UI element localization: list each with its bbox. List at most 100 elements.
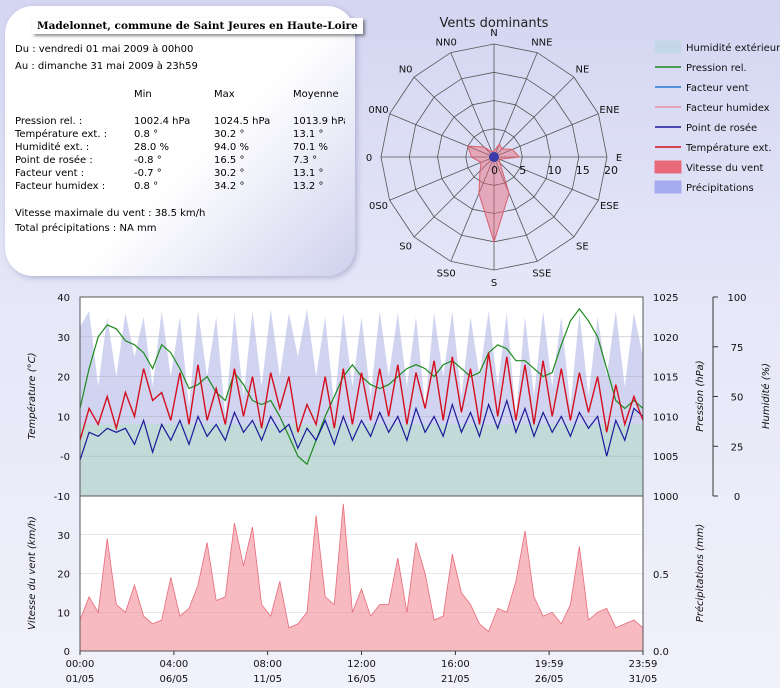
temp-tick-label: -10 [54,492,70,503]
radar-direction-label: E [616,153,622,164]
radar-spoke [450,52,495,158]
row-avg: 13.1 ° [293,168,324,179]
radar-direction-label: SE [576,241,589,252]
row-max: 16.5 ° [214,155,245,166]
radar-title: Vents dominants [440,16,549,31]
row-min: 28.0 % [134,142,169,153]
pressure-tick-label: 1015 [653,373,678,384]
radar-spoke [493,76,575,158]
row-min: -0.8 ° [134,155,162,166]
row-max: 1024.5 hPa [214,116,271,127]
radar-direction-label: NN0 [436,38,457,49]
row-max: 30.2 ° [214,168,245,179]
radar-direction-label: 0S0 [369,201,388,212]
radar-direction-label: 0N0 [368,105,388,116]
dewpoint-line [79,398,644,461]
x-tick-date: 01/05 [66,674,95,685]
x-tick-date: 11/05 [253,674,282,685]
radar-spoke [493,156,599,201]
row-avg: 13.2 ° [293,181,324,192]
row-label: Facteur humidex : [15,181,106,192]
pressure-axis-label: Pression (hPa) [695,360,706,431]
max-wind-text: Vitesse maximale du vent : 38.5 km/h [15,208,206,219]
row-avg: 1013.9 hPa [293,116,345,127]
row-label: Humidité ext. : [15,142,90,153]
radar-direction-label: NE [575,65,589,76]
humidity-tick-label: 0 [734,492,740,503]
wind-tick-label: 30 [57,531,70,542]
radar-direction-label: S0 [399,241,412,252]
radar-spoke [389,113,495,158]
x-tick-date: 26/05 [535,674,564,685]
legend-swatch [654,40,682,54]
pressure-tick-label: 1025 [653,293,678,304]
legend-swatch [654,180,682,194]
radar-tick-label: 5 [519,164,526,177]
summary-panel: Madelonnet, commune de Saint Jeures en H… [5,6,363,276]
pressure-tick-label: 1000 [653,492,678,503]
header-min: Min [134,89,152,100]
x-tick-time: 00:00 [66,659,95,670]
temp-tick-label: 30 [57,333,70,344]
row-min: 0.8 ° [134,181,159,192]
radar-direction-label: ESE [600,201,619,212]
wind-tick-label: 10 [57,608,70,619]
precip-axis-label: Précipitations (mm) [694,524,706,623]
legend-label: Humidité extérieure [686,42,780,54]
radar-tick-label: 15 [576,164,590,177]
x-tick-time: 08:00 [253,659,282,670]
humidity-axis-label: Humidité (%) [760,363,772,429]
x-tick-date: 31/05 [629,674,658,685]
row-avg: 7.3 ° [293,155,318,166]
row-avg: 13.1 ° [293,129,324,140]
row-label: Facteur vent : [15,168,85,179]
x-tick-date: 21/05 [441,674,470,685]
legend-swatch [654,160,682,174]
row-min: 0.8 ° [134,129,159,140]
humidity-tick-label: 100 [727,293,746,304]
humidity-tick-label: 50 [731,393,744,404]
humidity-tick-label: 25 [731,442,744,453]
x-tick-time: 19:59 [535,659,564,670]
radar-direction-label: SS0 [437,268,456,279]
radar-direction-label: S [491,278,497,289]
radar-direction-label: 0 [366,153,372,164]
period-to: Au : dimanche 31 mai 2009 à 23h59 [15,61,198,72]
temp-tick-label: -0 [60,452,70,463]
row-min: 1002.4 hPa [134,116,191,127]
legend-label: Facteur humidex [686,103,770,114]
x-tick-time: 12:00 [347,659,376,670]
radar-direction-label: NNE [531,38,552,49]
x-tick-date: 06/05 [159,674,188,685]
radar-spoke [413,156,495,238]
legend-label: Vitesse du vent [686,163,763,174]
pressure-tick-label: 1010 [653,412,678,423]
dewpoint-band [80,424,643,496]
x-tick-time: 04:00 [159,659,188,670]
legend-label: Point de rosée [686,122,757,134]
pressure-tick-label: 1020 [653,333,678,344]
temp-tick-label: 20 [57,373,70,384]
legend-label: Facteur vent [686,83,749,94]
row-max: 34.2 ° [214,181,245,192]
humidity-area [80,308,643,496]
legend-label: Précipitations [686,182,754,194]
header-avg: Moyenne [293,89,339,100]
wind-speed-area [79,503,644,652]
temp-tick-label: 40 [57,293,70,304]
temp-axis-label: Température (°C) [26,353,38,440]
x-tick-time: 16:00 [441,659,470,670]
wind-tick-label: 20 [57,570,70,581]
radar-center-dot [489,152,499,162]
row-label: Température ext. : [15,129,108,140]
radar-tick-label: 0 [491,164,498,177]
row-avg: 70.1 % [293,142,328,153]
radar-spoke [493,156,538,262]
radar-tick-label: 10 [548,164,562,177]
row-max: 94.0 % [214,142,249,153]
humidity-tick-label: 75 [731,343,744,354]
radar-spoke [413,76,495,158]
row-label: Point de rosée : [15,155,93,166]
